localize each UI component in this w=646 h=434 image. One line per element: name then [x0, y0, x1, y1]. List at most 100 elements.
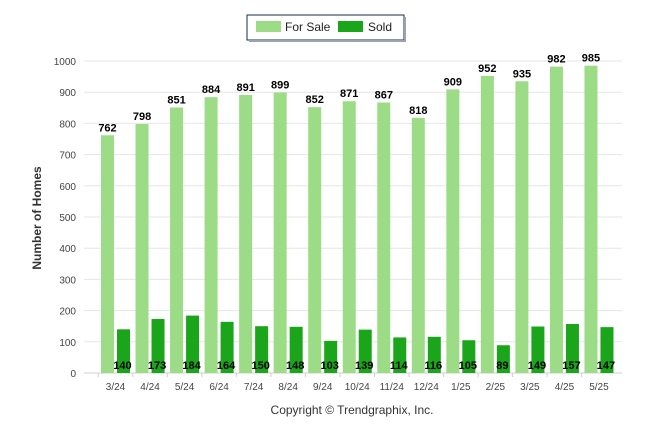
x-tick-label: 1/25: [451, 382, 471, 393]
data-label-sold: 116: [424, 360, 442, 372]
bars: [101, 65, 614, 374]
x-tick-label: 3/24: [106, 382, 126, 393]
bar-for-sale[interactable]: [308, 107, 322, 374]
legend[interactable]: For Sale Sold: [246, 14, 406, 42]
data-labels: 762 140 798 173 851 184 884 164 891 150 899 148 852 1…: [98, 53, 615, 372]
x-tick-label: 10/24: [345, 382, 370, 393]
x-tick-label: 7/24: [244, 382, 264, 393]
bar-for-sale[interactable]: [204, 97, 218, 373]
bar-for-sale[interactable]: [584, 65, 598, 374]
data-label-for-sale: 871: [340, 88, 358, 100]
bar-sold[interactable]: [565, 324, 579, 373]
y-tick-label: 1000: [54, 57, 77, 68]
data-label-sold: 173: [148, 360, 166, 372]
bar-sold[interactable]: [151, 319, 165, 373]
data-label-sold: 140: [113, 360, 131, 372]
data-label-for-sale: 985: [582, 53, 600, 65]
x-tick-label: 2/25: [486, 382, 506, 393]
data-label-sold: 150: [251, 360, 269, 372]
bar-for-sale[interactable]: [170, 107, 184, 373]
y-tick-label: 300: [59, 275, 76, 286]
x-tick-label: 5/24: [175, 382, 195, 393]
y-tick-label: 100: [59, 338, 76, 349]
y-tick-label: 500: [59, 213, 76, 224]
data-label-sold: 114: [390, 360, 409, 372]
y-tick-label: 800: [59, 119, 76, 130]
data-label-for-sale: 818: [409, 105, 427, 117]
bar-sold[interactable]: [117, 329, 130, 373]
x-tick-label: 12/24: [414, 382, 439, 393]
y-tick-label: 900: [59, 88, 76, 99]
bar-for-sale[interactable]: [239, 95, 253, 374]
data-label-sold: 105: [459, 360, 477, 372]
bar-sold[interactable]: [324, 340, 338, 373]
y-axis-ticks: 0 100 200 300 400 500 600 700 800 900 1000: [54, 57, 77, 380]
x-axis-ticks: 3/24 4/24 5/24 6/24 7/24 8/24 9/24 10/24 11/24 12…: [97, 373, 609, 393]
y-tick-label: 0: [70, 369, 76, 380]
bar-sold[interactable]: [531, 326, 545, 373]
data-label-sold: 184: [182, 360, 201, 372]
data-label-sold: 149: [528, 360, 546, 372]
data-label-for-sale: 935: [513, 68, 531, 80]
bar-sold[interactable]: [600, 327, 614, 373]
data-label-sold: 148: [286, 360, 304, 372]
bar-for-sale[interactable]: [377, 102, 391, 373]
bar-sold[interactable]: [427, 336, 441, 373]
bar-for-sale[interactable]: [480, 75, 494, 373]
x-tick-label: 3/25: [520, 382, 540, 393]
copyright-text: Copyright © Trendgraphix, Inc.: [271, 403, 434, 417]
bar-sold[interactable]: [255, 326, 269, 373]
x-tick-label: 11/24: [380, 382, 405, 393]
data-label-for-sale: 867: [375, 89, 393, 101]
data-label-sold: 139: [355, 360, 373, 372]
x-tick-label: 4/25: [555, 382, 575, 393]
y-tick-label: 600: [59, 182, 76, 193]
x-tick-label: 9/24: [313, 382, 333, 393]
x-tick-label: 8/24: [278, 382, 298, 393]
bar-for-sale[interactable]: [549, 66, 563, 373]
bar-for-sale[interactable]: [135, 124, 149, 373]
y-tick-label: 700: [59, 151, 76, 162]
data-label-for-sale: 762: [98, 122, 116, 134]
data-label-for-sale: 891: [236, 82, 254, 94]
legend-label-for-sale[interactable]: For Sale: [285, 20, 331, 34]
legend-swatch-sold: [338, 21, 363, 32]
data-label-for-sale: 884: [202, 84, 221, 96]
bar-sold[interactable]: [462, 340, 476, 373]
bar-for-sale[interactable]: [273, 92, 287, 374]
bar-for-sale[interactable]: [411, 117, 425, 373]
data-label-sold: 147: [597, 360, 615, 372]
data-label-for-sale: 952: [478, 63, 496, 75]
data-label-for-sale: 851: [167, 94, 185, 106]
bar-sold[interactable]: [358, 329, 372, 373]
bar-for-sale[interactable]: [342, 101, 356, 374]
data-label-for-sale: 798: [133, 111, 151, 123]
data-label-sold: 164: [217, 360, 236, 372]
legend-shadow-bottom: [249, 40, 406, 42]
data-label-sold: 89: [496, 360, 508, 372]
x-tick-label: 6/24: [209, 382, 229, 393]
bar-sold[interactable]: [393, 337, 407, 373]
bar-for-sale[interactable]: [446, 89, 460, 373]
x-tick-label: 5/25: [589, 382, 609, 393]
legend-label-sold[interactable]: Sold: [368, 20, 392, 34]
data-label-for-sale: 982: [547, 54, 565, 66]
legend-shadow: [404, 17, 406, 42]
y-tick-label: 200: [59, 307, 76, 318]
data-label-for-sale: 852: [306, 94, 324, 106]
data-label-for-sale: 909: [444, 76, 462, 88]
bar-for-sale[interactable]: [515, 81, 529, 373]
data-label-sold: 103: [321, 360, 339, 372]
bar-sold[interactable]: [220, 321, 234, 373]
data-label-sold: 157: [562, 360, 580, 372]
x-tick-label: 4/24: [140, 382, 160, 393]
y-axis-label: Number of Homes: [30, 166, 44, 270]
bar-sold[interactable]: [289, 326, 303, 373]
bar-sold[interactable]: [496, 345, 510, 373]
bar-sold[interactable]: [186, 315, 200, 373]
legend-swatch-for-sale: [256, 21, 281, 32]
data-label-for-sale: 899: [271, 80, 289, 92]
bar-for-sale[interactable]: [101, 135, 114, 373]
